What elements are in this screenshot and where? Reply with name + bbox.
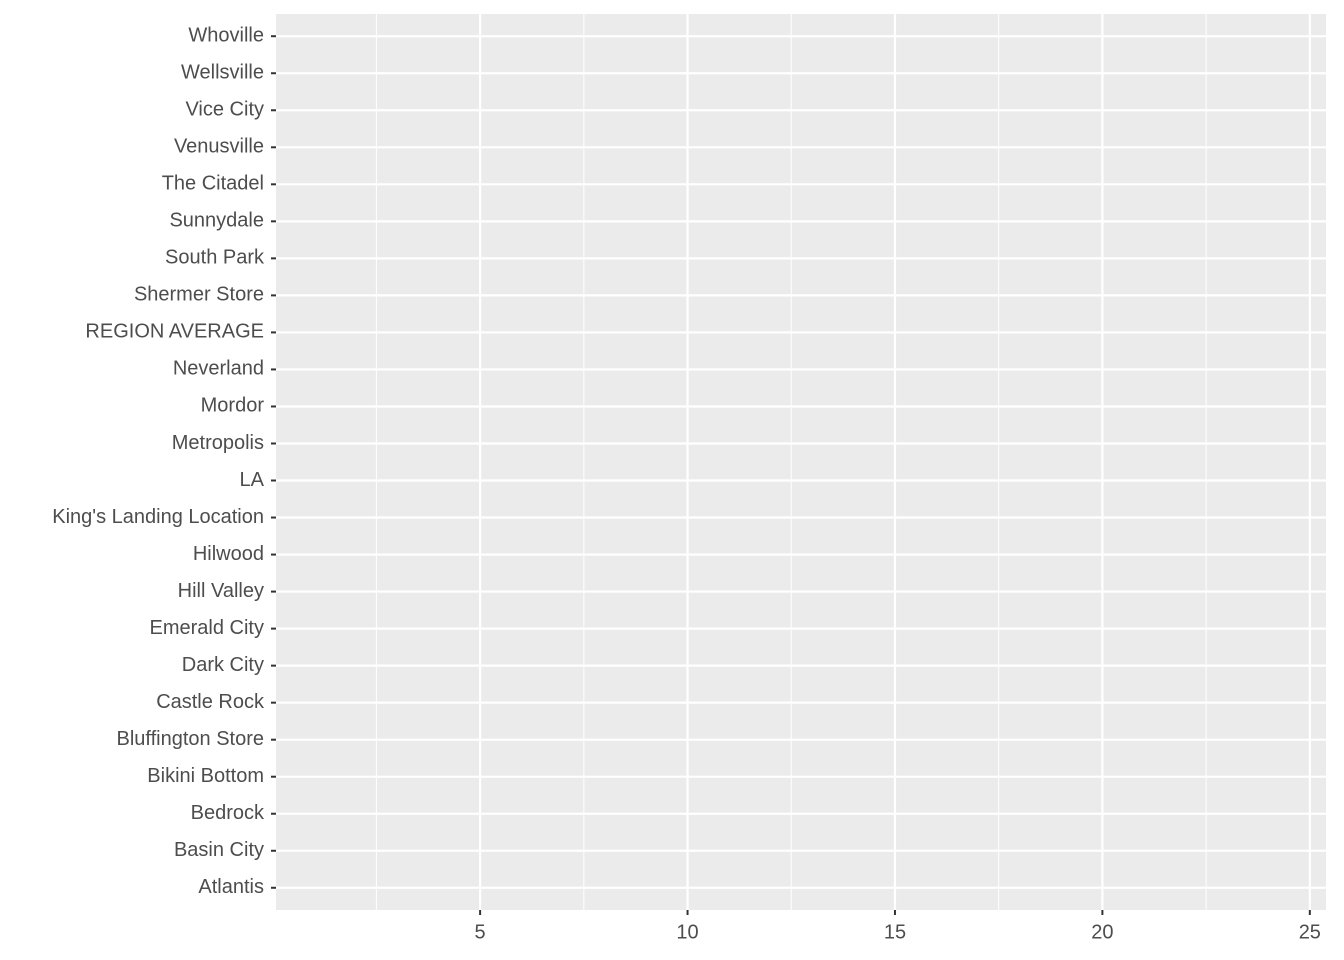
y-tick-label: Shermer Store (134, 284, 264, 306)
y-tick-label: Venusville (174, 136, 264, 158)
y-tick-label: Dark City (182, 654, 264, 676)
y-tick-label: Bikini Bottom (147, 765, 264, 787)
y-tick-label: Metropolis (172, 432, 264, 454)
y-tick-label: REGION AVERAGE (85, 321, 264, 343)
y-tick-label: The Citadel (162, 173, 264, 195)
y-tick-label: King's Landing Location (52, 506, 264, 528)
y-tick-label: South Park (165, 247, 265, 269)
y-tick-label: Mordor (201, 395, 265, 417)
y-tick-label: Sunnydale (169, 210, 264, 232)
y-tick-label: Wellsville (181, 62, 264, 84)
y-tick-label: Hilwood (193, 543, 264, 565)
y-tick-label: Atlantis (198, 876, 264, 898)
y-tick-label: Basin City (174, 839, 264, 861)
y-tick-label: Hill Valley (178, 580, 264, 602)
y-tick-label: LA (240, 469, 265, 491)
x-tick-label: 25 (1299, 921, 1321, 943)
y-tick-label: Bluffington Store (116, 728, 264, 750)
y-tick-label: Bedrock (191, 802, 265, 824)
x-tick-label: 5 (475, 921, 486, 943)
y-tick-label: Emerald City (150, 617, 264, 639)
y-tick-label: Neverland (173, 358, 264, 380)
y-tick-label: Castle Rock (156, 691, 265, 713)
y-tick-label: Vice City (185, 99, 264, 121)
y-tick-label: Whoville (188, 24, 264, 46)
panel (276, 14, 1326, 910)
x-tick-label: 10 (676, 921, 698, 943)
x-tick-label: 15 (884, 921, 906, 943)
x-tick-label: 20 (1091, 921, 1113, 943)
